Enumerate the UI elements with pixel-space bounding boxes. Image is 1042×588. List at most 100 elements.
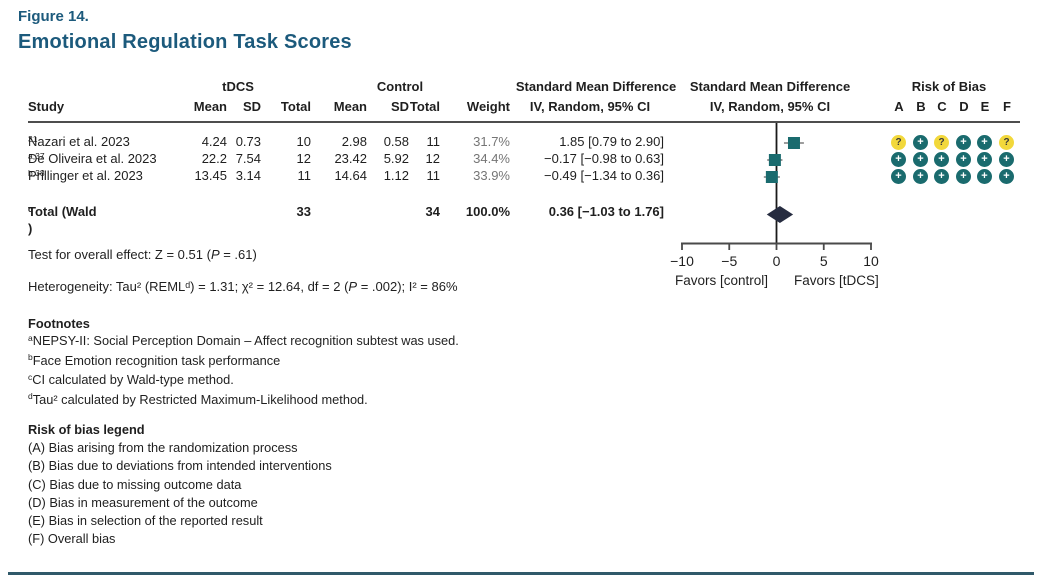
smd-ci-value: −0.49 [−1.34 to 0.36]	[544, 168, 664, 183]
rob-legend-item: (E) Bias in selection of the reported re…	[28, 513, 263, 529]
mean-control: 23.42	[334, 151, 367, 166]
smd-ci-value: −0.17 [−0.98 to 0.63]	[544, 151, 664, 166]
axis-tick-label: 0	[773, 253, 781, 269]
mean-control: 2.98	[341, 134, 367, 149]
axis-label-favors-control: Favors [control]	[674, 273, 768, 288]
col-header-iv-random-text: IV, Random, 95% CI	[529, 99, 651, 114]
total-n-tdcs: 33	[296, 204, 311, 219]
group-header-risk-of-bias: Risk of Bias	[911, 79, 987, 94]
total-control: 12	[425, 151, 440, 166]
rob-d-icon: +	[956, 134, 971, 150]
figure-title: Emotional Regulation Task Scores	[18, 31, 352, 53]
rob-e-icon: +	[977, 134, 992, 150]
total-control: 11	[426, 134, 441, 149]
total-tdcs: 10	[296, 134, 311, 149]
total-n-control: 34	[425, 204, 440, 219]
figure-label: Figure 14.	[18, 8, 89, 25]
total-control: 11	[426, 168, 441, 183]
footnote-item: cCI calculated by Wald-type method.	[28, 371, 234, 388]
weight: 31.7%	[473, 134, 510, 149]
col-header-total-tdcs: Total	[280, 99, 311, 114]
axis-tick-label: 10	[863, 253, 879, 269]
effect-square-marker	[765, 171, 778, 183]
rob-b-icon: +	[913, 168, 928, 184]
mean-control: 14.64	[334, 168, 367, 183]
rob-legend-item: (D) Bias in measurement of the outcome	[28, 494, 258, 510]
rob-c-icon: +	[934, 151, 949, 167]
table-row-nazari: Nazari et al. 2023 31 4.24 0.73 10 2.98 0…	[0, 134, 1042, 150]
col-header-rob-e: E	[980, 99, 990, 114]
total-label: Total (Wald c)	[28, 203, 97, 237]
sd-tdcs: 3.14	[235, 168, 261, 183]
overall-effect-test: Test for overall effect: Z = 0.51 (P = .…	[28, 247, 257, 262]
rob-legend-item: (F) Overall bias	[28, 531, 116, 547]
rob-legend-item: (C) Bias due to missing outcome data	[28, 476, 242, 492]
rob-a-icon: +	[891, 168, 906, 184]
rob-f-icon: +	[999, 168, 1014, 184]
summary-diamond-marker	[766, 206, 794, 223]
sd-control: 5.92	[383, 151, 409, 166]
footnote-item: bFace Emotion recognition task performan…	[28, 352, 281, 368]
weight: 34.4%	[473, 151, 510, 166]
total-smd-ci-value: 0.36 [−1.03 to 1.76]	[548, 204, 664, 219]
total-tdcs: 12	[296, 151, 311, 166]
axis-tick-label: 5	[820, 253, 828, 269]
rob-e-icon: +	[977, 151, 992, 167]
col-header-sd-tdcs: SD	[242, 99, 261, 114]
forest-plot: −10 −5 0 5 10	[670, 123, 879, 269]
rob-a-icon: ?	[891, 134, 906, 150]
table-group-header-row: tDCS Control Standard Mean Difference St…	[0, 79, 1042, 95]
study-name: De Oliveira et al. 2023 a,37	[28, 150, 157, 167]
rob-f-icon: +	[999, 151, 1014, 167]
heterogeneity-test: Heterogeneity: Tau² (REMLᵈ) = 1.31; χ² =…	[28, 279, 458, 294]
col-header-rob-a: A	[894, 99, 904, 114]
col-header-rob-d: D	[959, 99, 969, 114]
col-header-mean-control: Mean	[333, 99, 367, 114]
bottom-rule	[8, 572, 1034, 575]
table-column-header-row: Study Mean SD Total Mean SD Total Weight…	[0, 99, 1042, 115]
rob-legend-item: (A) Bias arising from the randomization …	[28, 440, 298, 456]
table-row-total: Total (Wald c) 33 34 100.0% 0.36 [−1.03 t…	[0, 203, 1042, 237]
rob-c-icon: +	[934, 168, 949, 184]
footnote-item: aNEPSY-II: Social Perception Domain – Af…	[28, 332, 459, 349]
rob-b-icon: +	[913, 134, 928, 150]
footnotes-title: Footnotes	[28, 316, 90, 331]
rob-d-icon: +	[956, 168, 971, 184]
table-row-de-oliveira: De Oliveira et al. 2023 a,37 22.2 7.54 12…	[0, 151, 1042, 167]
mean-tdcs: 22.2	[201, 151, 227, 166]
col-header-sd-control: SD	[390, 99, 409, 114]
rob-legend-title: Risk of bias legend	[28, 422, 145, 437]
table-row-prillinger: Prillinger et al. 2023 b,38 13.45 3.14 11…	[0, 168, 1042, 184]
col-header-iv-random-plot: IV, Random, 95% CI	[709, 99, 831, 114]
col-header-study: Study	[28, 99, 65, 114]
footnotes-block: Footnotes aNEPSY-II: Social Perception D…	[28, 315, 459, 410]
rob-b-icon: +	[913, 151, 928, 167]
rob-f-icon: ?	[999, 134, 1014, 150]
risk-of-bias-legend-block: Risk of bias legend (A) Bias arising fro…	[28, 421, 332, 548]
col-header-mean-tdcs: Mean	[193, 99, 227, 114]
rob-a-icon: +	[891, 151, 906, 167]
col-header-weight: Weight	[466, 99, 510, 114]
effect-square-marker	[768, 154, 781, 166]
rob-d-icon: +	[956, 151, 971, 167]
study-name: Prillinger et al. 2023 b,38	[28, 167, 143, 184]
group-header-smd-plot: Standard Mean Difference	[689, 79, 851, 94]
col-header-rob-f: F	[1003, 99, 1011, 114]
col-header-rob-c: C	[937, 99, 947, 114]
rob-e-icon: +	[977, 168, 992, 184]
footnote-item: dTau² calculated by Restricted Maximum-L…	[28, 391, 368, 407]
sd-tdcs: 0.73	[235, 134, 261, 149]
header-underline	[28, 121, 1020, 123]
axis-tick-label: −10	[670, 253, 694, 269]
sd-tdcs: 7.54	[235, 151, 261, 166]
total-weight: 100.0%	[465, 204, 510, 219]
effect-square-marker	[787, 137, 800, 149]
sd-control: 0.58	[383, 134, 409, 149]
mean-tdcs: 4.24	[201, 134, 227, 149]
smd-ci-value: 1.85 [0.79 to 2.90]	[559, 134, 664, 149]
group-header-smd-text: Standard Mean Difference	[515, 79, 677, 94]
study-name: Nazari et al. 2023 31	[28, 133, 130, 150]
axis-tick-label: −5	[721, 253, 737, 269]
col-header-total-control: Total	[409, 99, 440, 114]
